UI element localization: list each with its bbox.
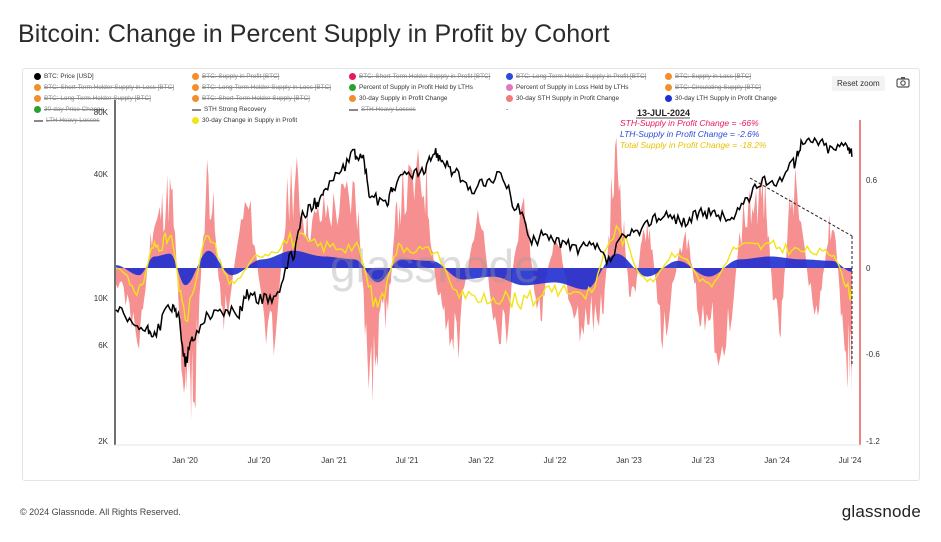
legend-item[interactable]: BTC: Long-Term Holder Supply [BTC] — [34, 95, 151, 102]
lth-area — [116, 250, 852, 290]
legend-label: STH Heavy Losses — [361, 106, 416, 113]
legend-item[interactable]: BTC: Short-Term Holder Supply in Loss [B… — [34, 84, 174, 91]
legend-item[interactable]: LTH Heavy Losses — [34, 117, 100, 124]
legend-label: BTC: Long-Term Holder Supply in Loss [BT… — [202, 84, 331, 91]
y-right-tick-label: 0.6 — [866, 176, 878, 185]
legend-label: BTC: Short-Term Holder Supply in Loss [B… — [44, 84, 174, 91]
annotation-line: Total Supply in Profit Change = -18.2% — [620, 140, 767, 150]
legend-swatch — [192, 117, 199, 124]
legend-swatch — [349, 108, 358, 111]
legend-item[interactable]: Percent of Supply in Profit Held by LTHs — [349, 84, 473, 91]
legend-label: BTC: Short-Term Holder Supply [BTC] — [202, 95, 310, 102]
total-supply-line — [115, 224, 853, 323]
legend-item[interactable]: BTC: Price [USD] — [34, 73, 94, 80]
camera-icon[interactable] — [896, 76, 910, 88]
legend-item[interactable]: 30-day STH Supply in Profit Change — [506, 95, 619, 102]
legend-label: 30-day Change in Supply in Profit — [202, 117, 298, 124]
legend-swatch — [349, 73, 356, 80]
y-left-tick-label: 40K — [94, 170, 109, 179]
x-tick-label: Jan '20 — [172, 456, 198, 465]
annotation-date: 13-JUL-2024 — [637, 108, 691, 118]
x-tick-label: Jul '23 — [692, 456, 715, 465]
legend-label: 30-day LTH Supply in Profit Change — [675, 95, 777, 102]
y-left-tick-label: 6K — [98, 341, 108, 350]
legend-swatch — [192, 95, 199, 102]
copyright-footer: © 2024 Glassnode. All Rights Reserved. — [20, 507, 181, 517]
legend-label: - — [506, 106, 509, 113]
legend-swatch — [349, 95, 356, 102]
x-tick-label: Jul '24 — [839, 456, 862, 465]
y-left-tick-label: 80K — [94, 108, 109, 117]
x-tick-label: Jul '21 — [396, 456, 419, 465]
legend-item[interactable]: BTC: Supply in Profit [BTC] — [192, 73, 279, 80]
legend-label: BTC: Long-Term Holder Supply in Profit [… — [516, 73, 647, 80]
x-tick-label: Jan '21 — [321, 456, 347, 465]
legend-swatch — [506, 95, 513, 102]
x-tick-label: Jan '23 — [616, 456, 642, 465]
reset-zoom-button[interactable]: Reset zoom — [832, 76, 885, 91]
legend-item[interactable]: 30-day Change in Supply in Profit — [192, 117, 297, 124]
legend-item[interactable]: - — [506, 106, 508, 113]
x-tick-label: Jul '20 — [248, 456, 271, 465]
legend-item[interactable]: Percent of Supply in Loss Held by LTHs — [506, 84, 628, 91]
y-right-tick-label: -0.6 — [866, 350, 880, 359]
legend-item[interactable]: 30-day Price Change — [34, 106, 104, 113]
chart-legend: BTC: Price [USD] BTC: Supply in Profit [B… — [34, 73, 814, 133]
legend-item[interactable]: BTC: Long-Term Holder Supply in Loss [BT… — [192, 84, 331, 91]
legend-label: Percent of Supply in Loss Held by LTHs — [516, 84, 629, 91]
legend-label: BTC: Supply in Loss [BTC] — [675, 73, 752, 80]
x-tick-label: Jan '24 — [764, 456, 790, 465]
glassnode-watermark: glassnode — [330, 240, 540, 292]
y-right-tick-label: 0 — [866, 264, 871, 273]
legend-label: BTC: Long-Term Holder Supply [BTC] — [44, 95, 151, 102]
legend-item[interactable]: 30-day Supply in Profit Change — [349, 95, 447, 102]
annotation-line: STH-Supply in Profit Change = -66% — [620, 118, 759, 128]
y-right-tick-label: -1.2 — [866, 437, 880, 446]
legend-item[interactable]: 30-day LTH Supply in Profit Change — [665, 95, 777, 102]
legend-label: BTC: Circulating Supply [BTC] — [675, 84, 761, 91]
legend-swatch — [665, 73, 672, 80]
legend-swatch — [34, 106, 41, 113]
annotation-line: LTH-Supply in Profit Change = -2.6% — [620, 129, 760, 139]
legend-item[interactable]: STH Heavy Losses — [349, 106, 416, 113]
legend-swatch — [34, 95, 41, 102]
legend-item[interactable]: BTC: Short-Term Holder Supply in Profit … — [349, 73, 490, 80]
btc-price-line — [115, 136, 853, 367]
legend-label: 30-day STH Supply in Profit Change — [516, 95, 620, 102]
legend-label: BTC: Price [USD] — [44, 73, 94, 80]
legend-swatch — [192, 73, 199, 80]
legend-label: 30-day Price Change — [44, 106, 105, 113]
legend-label: LTH Heavy Losses — [46, 117, 100, 124]
chart-title: Bitcoin: Change in Percent Supply in Pro… — [18, 20, 610, 48]
glassnode-logo: glassnode — [841, 502, 921, 521]
x-tick-label: Jan '22 — [468, 456, 494, 465]
legend-swatch — [665, 95, 672, 102]
legend-swatch — [192, 108, 201, 111]
legend-label: Percent of Supply in Profit Held by LTHs — [359, 84, 473, 91]
legend-swatch — [34, 73, 41, 80]
sth-area — [116, 137, 852, 421]
legend-label: 30-day Supply in Profit Change — [359, 95, 448, 102]
legend-item[interactable]: BTC: Supply in Loss [BTC] — [665, 73, 751, 80]
legend-swatch — [34, 84, 41, 91]
legend-swatch — [665, 84, 672, 91]
legend-item[interactable]: STH Strong Recovery — [192, 106, 266, 113]
legend-swatch — [506, 73, 513, 80]
x-tick-label: Jul '22 — [544, 456, 567, 465]
annotation-arrow-line — [749, 177, 853, 237]
y-left-tick-label: 10K — [94, 294, 109, 303]
y-left-tick-label: 2K — [98, 437, 108, 446]
legend-swatch — [34, 119, 43, 122]
legend-label: BTC: Short-Term Holder Supply in Profit … — [359, 73, 491, 80]
legend-swatch — [506, 84, 513, 91]
legend-swatch — [349, 84, 356, 91]
legend-item[interactable]: BTC: Circulating Supply [BTC] — [665, 84, 761, 91]
legend-label: BTC: Supply in Profit [BTC] — [202, 73, 280, 80]
legend-item[interactable]: BTC: Long-Term Holder Supply in Profit [… — [506, 73, 646, 80]
legend-item[interactable]: BTC: Short-Term Holder Supply [BTC] — [192, 95, 310, 102]
legend-label: STH Strong Recovery — [204, 106, 267, 113]
legend-swatch — [192, 84, 199, 91]
